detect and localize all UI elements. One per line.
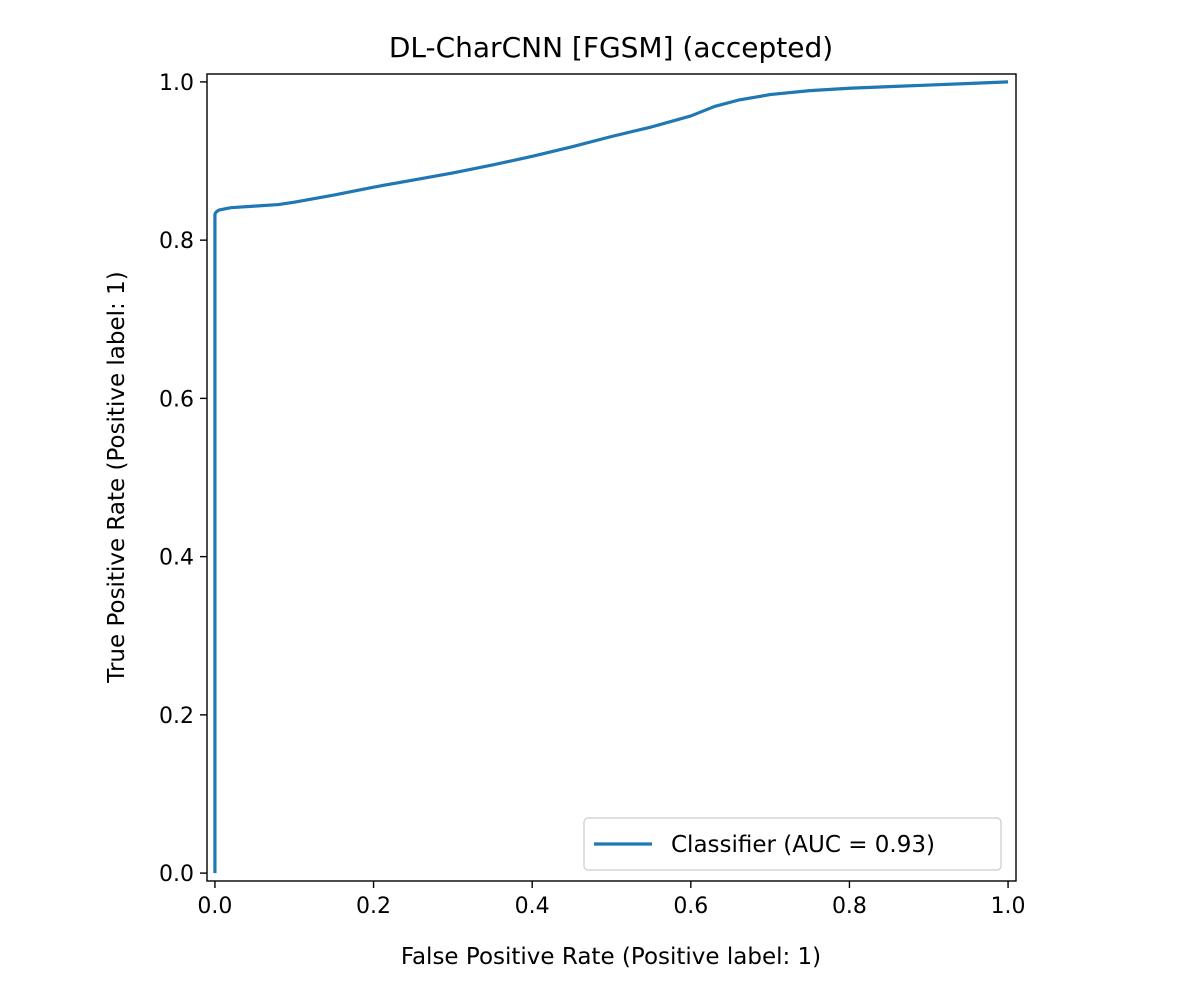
chart-title: DL-CharCNN [FGSM] (accepted)	[389, 31, 833, 64]
y-tick-label: 1.0	[159, 71, 194, 96]
plot-frame	[206, 73, 1017, 882]
legend-box	[583, 817, 1002, 871]
y-axis-ticks: 0.0 0.2 0.4 0.6 0.8 1.0	[159, 71, 207, 887]
x-axis-ticks: 0.0 0.2 0.4 0.6 0.8 1.0	[197, 881, 1026, 919]
x-tick-label: 1.0	[991, 894, 1026, 919]
x-tick-label: 0.8	[832, 894, 867, 919]
y-tick-label: 0.4	[159, 546, 194, 571]
y-tick-label: 0.0	[159, 862, 194, 887]
series-layer	[213, 80, 1009, 874]
series-line-0	[213, 80, 1009, 874]
y-tick-label: 0.2	[159, 704, 194, 729]
y-axis-label: True Positive Rate (Positive label: 1)	[104, 271, 130, 683]
y-tick-label: 0.6	[159, 387, 194, 412]
legend: Classifier (AUC = 0.93)	[583, 817, 1002, 871]
x-tick-label: 0.6	[673, 894, 708, 919]
x-tick-label: 0.4	[515, 894, 550, 919]
legend-label: Classifier (AUC = 0.93)	[671, 832, 935, 858]
x-axis-label: False Positive Rate (Positive label: 1)	[401, 944, 821, 970]
x-tick-label: 0.0	[197, 894, 232, 919]
y-tick-label: 0.8	[159, 229, 194, 254]
x-tick-label: 0.2	[356, 894, 391, 919]
